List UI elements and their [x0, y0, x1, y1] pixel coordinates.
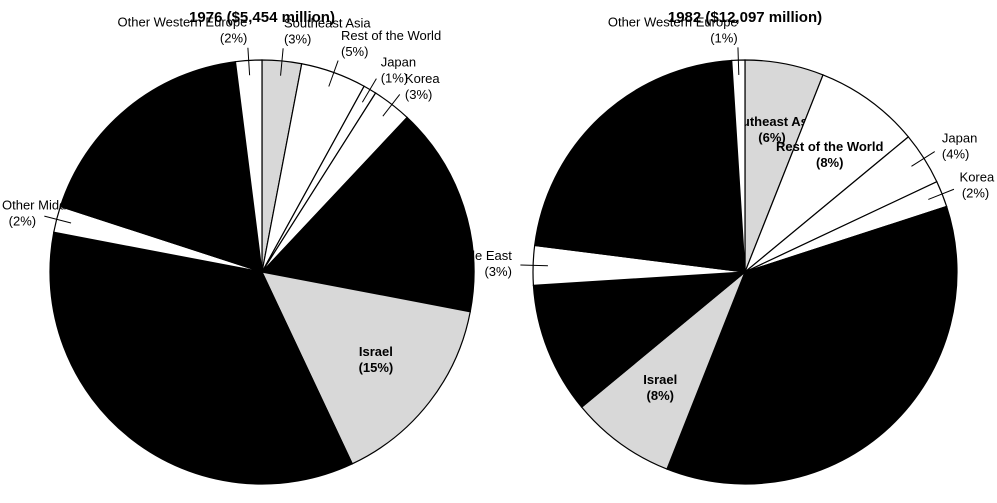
- slice-label: Japan: [381, 55, 416, 70]
- pie-slice: [49, 231, 354, 485]
- pie-slice: [260, 116, 475, 313]
- leader-line: [328, 60, 339, 87]
- slice-label: NATO Europe: [130, 144, 210, 159]
- value-label: (5%): [341, 44, 368, 59]
- pie-slice: [59, 61, 263, 273]
- slice-label: Other Western Europe: [118, 15, 248, 30]
- slice-label: Other Middle East: [408, 248, 512, 263]
- value-label: (1%): [381, 71, 408, 86]
- slice-label: Southeast Asia: [725, 114, 819, 129]
- leader-line: [280, 48, 284, 76]
- slice-label: Saudi Arabia: [362, 211, 436, 226]
- value-label: (3%): [405, 87, 432, 102]
- value-label: (4%): [942, 146, 969, 161]
- chart-title: 1976 ($5,454 million): [189, 9, 335, 26]
- leader-line: [44, 215, 72, 224]
- slice-label: Korea: [960, 170, 995, 185]
- slice-label: NATO Europe: [625, 170, 705, 185]
- pie-slice: [260, 271, 471, 465]
- pie-slice: [532, 271, 747, 408]
- value-label: (8%): [647, 388, 674, 403]
- leader-line: [382, 94, 401, 117]
- leader-line: [247, 47, 251, 76]
- value-label: (2%): [9, 213, 36, 228]
- leader-line: [911, 151, 936, 167]
- value-label: (6%): [758, 130, 785, 145]
- value-label: (3%): [484, 264, 511, 279]
- pie-slice: [534, 59, 746, 273]
- slice-label: Rest of the World: [776, 139, 883, 154]
- value-label: (3%): [284, 31, 311, 46]
- value-label: (8%): [816, 155, 843, 170]
- leader-line: [737, 47, 740, 75]
- pie-slice: [580, 271, 746, 470]
- value-label: (2%): [962, 186, 989, 201]
- leader-line: [361, 78, 377, 103]
- value-label: (18%): [153, 160, 188, 175]
- value-label: (10%): [594, 325, 629, 340]
- value-label: (35%): [173, 364, 208, 379]
- leader-line: [520, 264, 548, 267]
- slice-label: Saudi Arabia: [788, 340, 862, 355]
- value-label: (1%): [710, 30, 737, 45]
- value-label: (16%): [382, 227, 417, 242]
- value-label: (22%): [648, 186, 683, 201]
- slice-label: Other Western Europe: [608, 14, 738, 29]
- slice-label: Southeast Asia: [284, 15, 371, 30]
- leader-line: [928, 188, 955, 200]
- slice-label: Israel: [359, 344, 393, 359]
- slice-label: Iran: [179, 348, 201, 363]
- slice-label: Japan: [942, 130, 977, 145]
- slice-label: Rest of the World: [341, 28, 441, 43]
- value-label: (2%): [220, 31, 247, 46]
- pie-slice: [744, 74, 910, 273]
- slice-label: Israel: [643, 372, 677, 387]
- pie-slice: [666, 205, 958, 485]
- value-label: (36%): [807, 356, 842, 371]
- slice-label: Egypt: [594, 309, 628, 324]
- value-label: (15%): [359, 360, 394, 375]
- slice-label: Korea: [405, 71, 440, 86]
- chart-title: 1982 ($12,097 million): [668, 9, 822, 26]
